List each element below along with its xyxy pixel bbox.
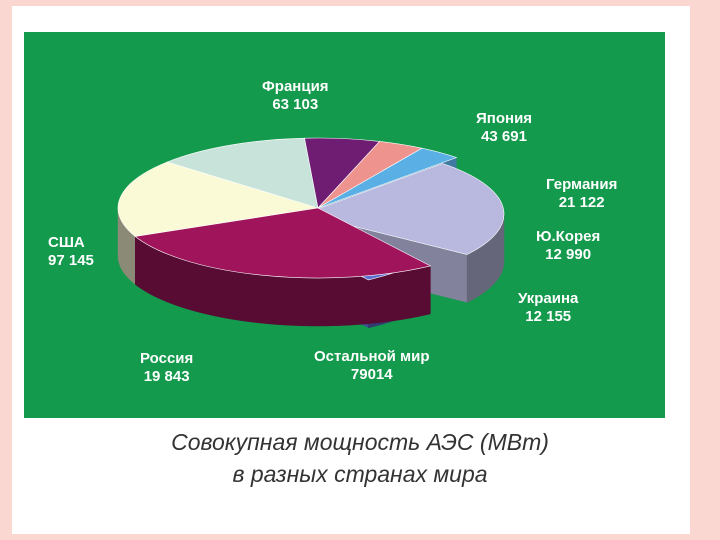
label-south-korea-value: 12 990 bbox=[545, 246, 592, 263]
label-russia-value: 19 843 bbox=[143, 368, 190, 385]
chart-caption: Совокупная мощность АЭС (МВт) в разных с… bbox=[0, 426, 720, 490]
caption-line-2: в разных странах мира bbox=[232, 461, 488, 487]
label-japan-name: Япония bbox=[476, 110, 533, 127]
label-japan: Япония 43 691 bbox=[476, 110, 532, 146]
slice-США bbox=[134, 207, 432, 279]
label-japan-value: 43 691 bbox=[481, 128, 527, 145]
slice-Франция bbox=[117, 161, 319, 237]
label-ukraine-name: Украина bbox=[518, 290, 579, 307]
slice-Украина bbox=[317, 147, 458, 209]
label-germany: Германия 21 122 bbox=[546, 176, 617, 212]
label-usa: США 97 145 bbox=[48, 234, 94, 270]
label-russia: Россия 19 843 bbox=[140, 350, 193, 386]
caption-line-1: Совокупная мощность АЭС (МВт) bbox=[171, 429, 549, 455]
label-germany-name: Германия bbox=[546, 176, 618, 193]
label-germany-value: 21 122 bbox=[558, 194, 605, 211]
label-france: Франция 63 103 bbox=[262, 78, 329, 114]
label-south-korea: Ю.Корея 12 990 bbox=[536, 228, 600, 264]
slice-Япония bbox=[166, 137, 319, 209]
label-rest-of-world-name: Остальной мир bbox=[314, 348, 430, 365]
label-south-korea-name: Ю.Корея bbox=[536, 228, 601, 245]
slice-Остальной мир bbox=[302, 163, 505, 255]
label-rest-of-world: Остальной мир 79014 bbox=[314, 348, 430, 384]
label-ukraine: Украина 12 155 bbox=[518, 290, 578, 326]
label-rest-of-world-value: 79014 bbox=[350, 366, 393, 383]
pie-top-faces bbox=[117, 137, 505, 281]
label-france-name: Франция bbox=[262, 78, 329, 95]
label-russia-name: Россия bbox=[140, 350, 194, 367]
label-usa-value: 97 145 bbox=[48, 252, 94, 269]
label-usa-name: США bbox=[48, 234, 85, 251]
label-ukraine-value: 12 155 bbox=[525, 308, 572, 325]
label-france-value: 63 103 bbox=[272, 96, 319, 113]
